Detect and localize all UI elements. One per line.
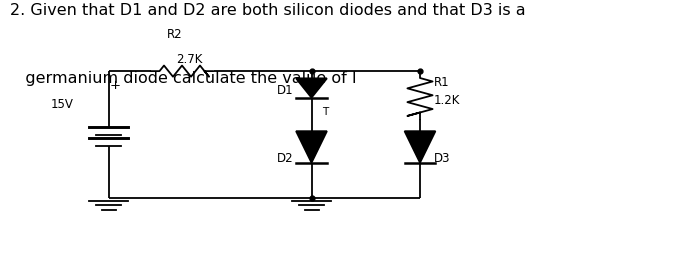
Text: D1: D1 [277,84,294,97]
Text: +: + [110,78,121,92]
Text: 15V: 15V [50,98,74,111]
Text: 2. Given that D1 and D2 are both silicon diodes and that D3 is a: 2. Given that D1 and D2 are both silicon… [10,3,526,18]
Text: 1.2K: 1.2K [434,94,461,107]
Text: germanium diode calculate the value of I: germanium diode calculate the value of I [10,71,357,86]
Text: T: T [322,107,328,117]
Polygon shape [405,131,435,163]
Text: D3: D3 [434,152,451,165]
Polygon shape [296,78,327,98]
Text: R1: R1 [434,76,449,89]
Text: R2: R2 [167,28,183,41]
Text: 2.7K: 2.7K [176,53,202,66]
Text: D2: D2 [277,152,294,165]
Polygon shape [296,131,327,163]
